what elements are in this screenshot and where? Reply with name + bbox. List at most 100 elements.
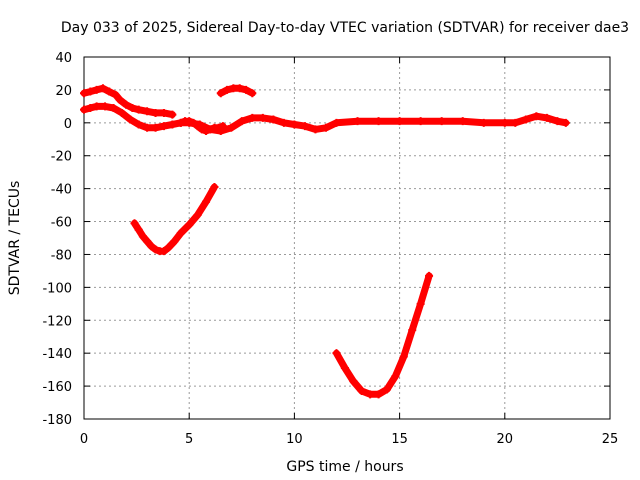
y-tick-label: -20 bbox=[51, 150, 72, 165]
data-point bbox=[159, 247, 168, 256]
data-point bbox=[128, 104, 137, 113]
data-point bbox=[227, 123, 236, 132]
data-point bbox=[321, 123, 330, 132]
data-point bbox=[290, 120, 299, 129]
y-tick-label: -40 bbox=[51, 183, 72, 198]
x-tick-label: 15 bbox=[391, 432, 408, 447]
data-point bbox=[532, 112, 541, 121]
data-point bbox=[258, 113, 267, 122]
data-point bbox=[189, 118, 198, 127]
data-point bbox=[86, 87, 95, 96]
data-point bbox=[159, 122, 168, 131]
data-point bbox=[237, 117, 246, 126]
data-point bbox=[197, 125, 206, 134]
data-point bbox=[511, 118, 520, 127]
data-point bbox=[185, 220, 194, 229]
data-point bbox=[143, 237, 152, 246]
y-tick-label: 0 bbox=[64, 117, 72, 132]
data-point bbox=[279, 118, 288, 127]
x-tick-label: 10 bbox=[286, 432, 303, 447]
data-point bbox=[202, 197, 211, 206]
data-point bbox=[151, 123, 160, 132]
data-point bbox=[340, 363, 349, 372]
data-point bbox=[235, 84, 244, 93]
data-point bbox=[374, 390, 383, 399]
y-tick-label: -100 bbox=[42, 281, 72, 296]
series-negative-arc-2 bbox=[332, 271, 434, 399]
data-point bbox=[553, 117, 562, 126]
data-point bbox=[561, 118, 570, 127]
data-point bbox=[80, 89, 88, 98]
data-point bbox=[134, 120, 143, 129]
data-point bbox=[92, 85, 101, 94]
data-point bbox=[408, 326, 417, 335]
data-point bbox=[111, 90, 120, 99]
data-point bbox=[147, 242, 156, 251]
series-main-track bbox=[80, 102, 570, 136]
data-point bbox=[269, 115, 278, 124]
data-point bbox=[185, 117, 194, 126]
x-axis: 0 5 10 15 20 25 bbox=[80, 57, 618, 447]
data-point bbox=[382, 385, 391, 394]
data-point bbox=[80, 105, 88, 114]
x-tick-label: 5 bbox=[185, 432, 193, 447]
y-axis: 40 20 0 -20 -40 -60 -80 -100 -120 -140 -160 -180 bbox=[42, 51, 610, 428]
data-point bbox=[151, 108, 160, 117]
data-point bbox=[214, 123, 223, 132]
data-point bbox=[134, 105, 143, 114]
data-point bbox=[332, 118, 341, 127]
data-point bbox=[164, 243, 173, 252]
data-point bbox=[399, 352, 408, 361]
data-point bbox=[391, 372, 400, 381]
y-tick-label: -140 bbox=[42, 347, 72, 362]
data-series bbox=[80, 84, 570, 399]
data-point bbox=[193, 210, 202, 219]
y-axis-label: SDTVAR / TECUs bbox=[7, 181, 23, 296]
y-tick-label: -160 bbox=[42, 380, 72, 395]
x-tick-label: 0 bbox=[80, 432, 88, 447]
y-tick-label: -80 bbox=[51, 248, 72, 263]
data-point bbox=[193, 122, 202, 131]
data-point bbox=[109, 104, 118, 113]
data-point bbox=[521, 115, 530, 124]
data-point bbox=[542, 113, 551, 122]
y-tick-label: -120 bbox=[42, 314, 72, 329]
data-point bbox=[159, 108, 168, 117]
data-point bbox=[115, 95, 124, 104]
data-point bbox=[248, 89, 257, 98]
series-upper-arc-early bbox=[80, 84, 177, 119]
data-point bbox=[134, 225, 143, 234]
x-tick-label: 25 bbox=[602, 432, 619, 447]
data-point bbox=[176, 229, 185, 238]
data-point bbox=[143, 107, 152, 116]
data-point bbox=[206, 125, 215, 134]
y-tick-label: 40 bbox=[55, 51, 72, 66]
data-point bbox=[143, 123, 152, 132]
data-point bbox=[479, 118, 488, 127]
data-point bbox=[170, 237, 179, 246]
data-point bbox=[101, 102, 110, 111]
data-point bbox=[176, 118, 185, 127]
data-point bbox=[130, 219, 139, 228]
y-tick-label: -60 bbox=[51, 216, 72, 231]
data-point bbox=[105, 87, 114, 96]
series-line bbox=[333, 272, 433, 398]
data-point bbox=[242, 85, 251, 94]
data-point bbox=[210, 182, 219, 191]
data-point bbox=[353, 117, 362, 126]
data-point bbox=[168, 110, 177, 119]
data-point bbox=[500, 118, 509, 127]
data-point bbox=[300, 122, 309, 131]
data-point bbox=[223, 85, 232, 94]
data-point bbox=[395, 117, 404, 126]
x-tick-label: 20 bbox=[497, 432, 514, 447]
data-point bbox=[86, 104, 95, 113]
data-point bbox=[138, 232, 147, 241]
data-point bbox=[332, 349, 341, 358]
data-point bbox=[151, 245, 160, 254]
data-point bbox=[425, 271, 434, 280]
data-point bbox=[357, 387, 366, 396]
x-axis-label: GPS time / hours bbox=[286, 459, 403, 475]
data-point bbox=[126, 115, 135, 124]
